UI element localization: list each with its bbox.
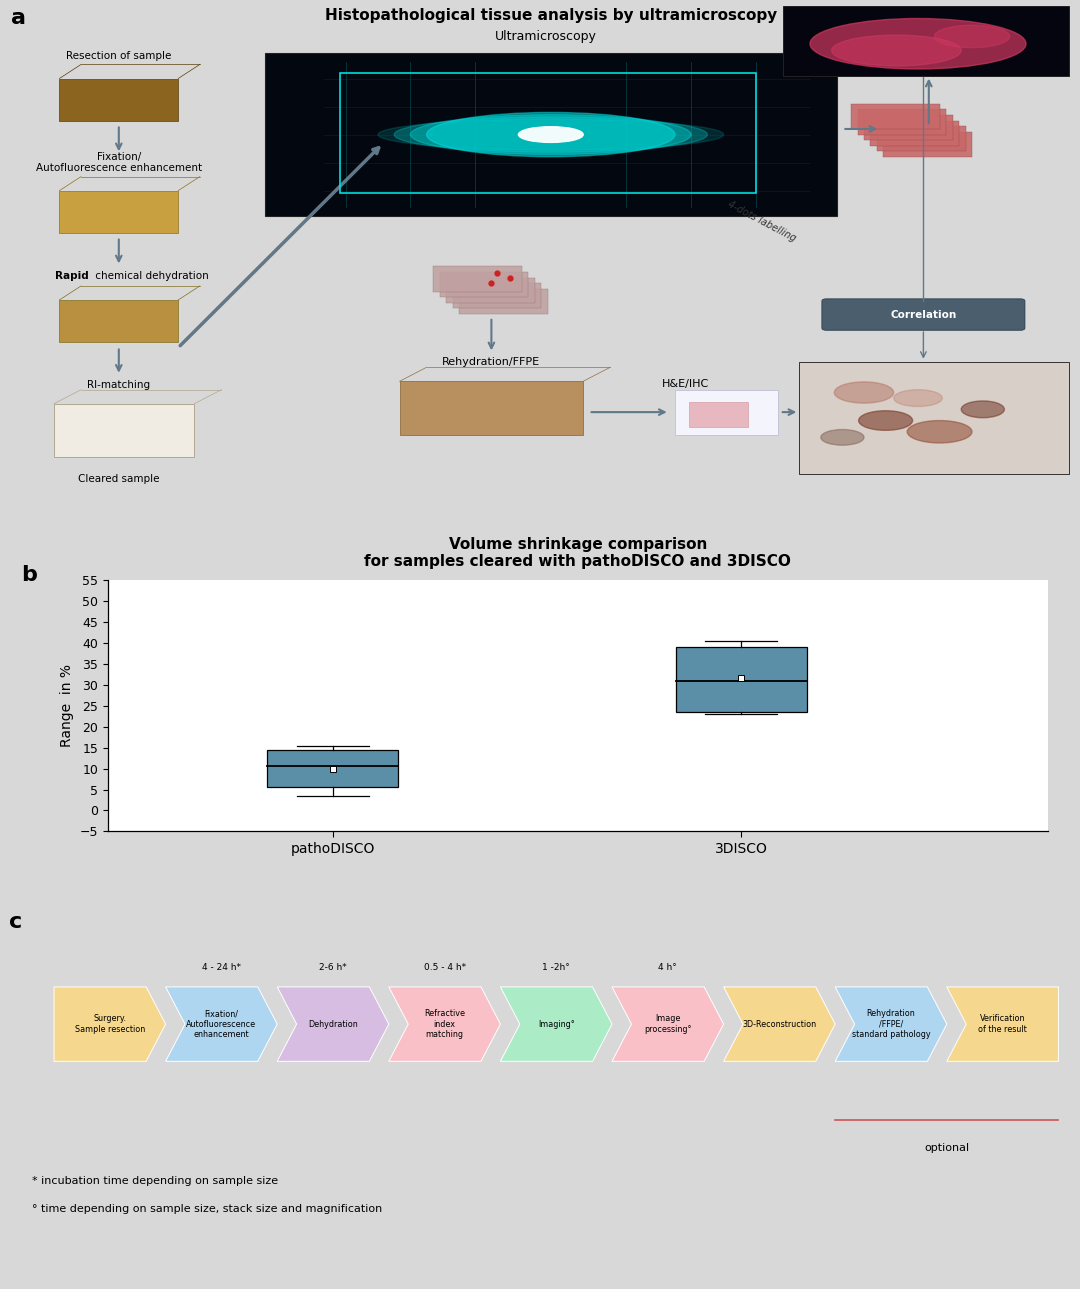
Ellipse shape <box>810 18 1026 70</box>
Text: Imaging°: Imaging° <box>538 1020 575 1029</box>
Polygon shape <box>612 987 724 1061</box>
Text: Correlation: Correlation <box>890 309 957 320</box>
FancyBboxPatch shape <box>870 121 959 146</box>
Text: Histopathological tissue analysis by ultramicroscopy: Histopathological tissue analysis by ult… <box>325 9 777 23</box>
FancyBboxPatch shape <box>59 191 178 233</box>
Text: Dehydration: Dehydration <box>308 1020 357 1029</box>
FancyBboxPatch shape <box>453 284 541 308</box>
Text: chemical dehydration: chemical dehydration <box>92 271 208 281</box>
FancyBboxPatch shape <box>864 115 953 141</box>
FancyBboxPatch shape <box>440 272 528 298</box>
FancyBboxPatch shape <box>689 402 748 427</box>
Text: Image
processing°: Image processing° <box>644 1014 691 1034</box>
Text: 2-6 h*: 2-6 h* <box>319 963 347 972</box>
Ellipse shape <box>410 115 691 155</box>
Text: Rapid: Rapid <box>55 271 89 281</box>
Text: 1 -2h°: 1 -2h° <box>542 963 570 972</box>
Text: * incubation time depending on sample size: * incubation time depending on sample si… <box>32 1176 279 1186</box>
Ellipse shape <box>834 382 894 403</box>
Ellipse shape <box>859 411 913 431</box>
Polygon shape <box>500 987 612 1061</box>
Polygon shape <box>835 987 947 1061</box>
FancyBboxPatch shape <box>268 750 399 788</box>
Ellipse shape <box>394 117 707 152</box>
FancyBboxPatch shape <box>783 5 1069 76</box>
Text: 4 h°: 4 h° <box>659 963 677 972</box>
Ellipse shape <box>378 119 724 150</box>
FancyBboxPatch shape <box>799 362 1069 474</box>
Ellipse shape <box>821 429 864 445</box>
Polygon shape <box>165 987 278 1061</box>
FancyBboxPatch shape <box>433 267 522 291</box>
Text: Rehydration
/FFPE/
standard pathology: Rehydration /FFPE/ standard pathology <box>852 1009 930 1039</box>
FancyBboxPatch shape <box>883 131 972 157</box>
Text: 4 - 24 h*: 4 - 24 h* <box>202 963 241 972</box>
FancyBboxPatch shape <box>54 403 194 458</box>
Ellipse shape <box>832 35 961 66</box>
FancyBboxPatch shape <box>877 126 966 151</box>
Text: 3D-Reconstruction: 3D-Reconstruction <box>742 1020 816 1029</box>
Text: Refractive
index
matching: Refractive index matching <box>424 1009 465 1039</box>
Text: Surgery.
Sample resection: Surgery. Sample resection <box>75 1014 145 1034</box>
Text: ° time depending on sample size, stack size and magnification: ° time depending on sample size, stack s… <box>32 1204 382 1214</box>
Text: H&E/IHC: H&E/IHC <box>662 379 710 389</box>
FancyBboxPatch shape <box>858 110 946 134</box>
Polygon shape <box>278 987 389 1061</box>
Y-axis label: Range  in %: Range in % <box>60 664 75 748</box>
Text: 0.5 - 4 h*: 0.5 - 4 h* <box>423 963 465 972</box>
FancyBboxPatch shape <box>446 277 535 303</box>
FancyBboxPatch shape <box>400 382 583 434</box>
FancyBboxPatch shape <box>459 289 548 315</box>
Text: Fixation/
Autofluorescence enhancement: Fixation/ Autofluorescence enhancement <box>36 152 202 174</box>
Polygon shape <box>947 987 1058 1061</box>
FancyBboxPatch shape <box>675 389 778 434</box>
Text: Rehydration/FFPE: Rehydration/FFPE <box>443 357 540 367</box>
Polygon shape <box>54 987 165 1061</box>
Text: Cleared sample: Cleared sample <box>78 474 160 485</box>
Text: RI-matching: RI-matching <box>87 380 150 389</box>
Text: Ultramicroscopy: Ultramicroscopy <box>495 30 596 43</box>
Text: a: a <box>11 9 26 28</box>
Ellipse shape <box>427 112 675 157</box>
Ellipse shape <box>934 26 1010 48</box>
FancyBboxPatch shape <box>822 299 1025 330</box>
Text: b: b <box>22 565 38 585</box>
Text: c: c <box>9 913 22 932</box>
FancyBboxPatch shape <box>59 79 178 121</box>
Ellipse shape <box>907 420 972 443</box>
Text: Fixation/
Autofluorescence
enhancement: Fixation/ Autofluorescence enhancement <box>187 1009 256 1039</box>
Ellipse shape <box>961 401 1004 418</box>
Ellipse shape <box>894 389 942 406</box>
Polygon shape <box>724 987 835 1061</box>
Text: Verification
of the result: Verification of the result <box>978 1014 1027 1034</box>
Text: Resection of sample: Resection of sample <box>66 52 172 61</box>
FancyBboxPatch shape <box>676 647 807 712</box>
FancyBboxPatch shape <box>265 53 837 215</box>
FancyBboxPatch shape <box>851 103 940 129</box>
Title: Volume shrinkage comparison
for samples cleared with pathoDISCO and 3DISCO: Volume shrinkage comparison for samples … <box>364 536 792 570</box>
Polygon shape <box>389 987 500 1061</box>
Text: optional: optional <box>924 1142 970 1152</box>
Ellipse shape <box>518 126 583 142</box>
Text: 4-dots labelling: 4-dots labelling <box>726 200 797 244</box>
FancyBboxPatch shape <box>59 300 178 342</box>
